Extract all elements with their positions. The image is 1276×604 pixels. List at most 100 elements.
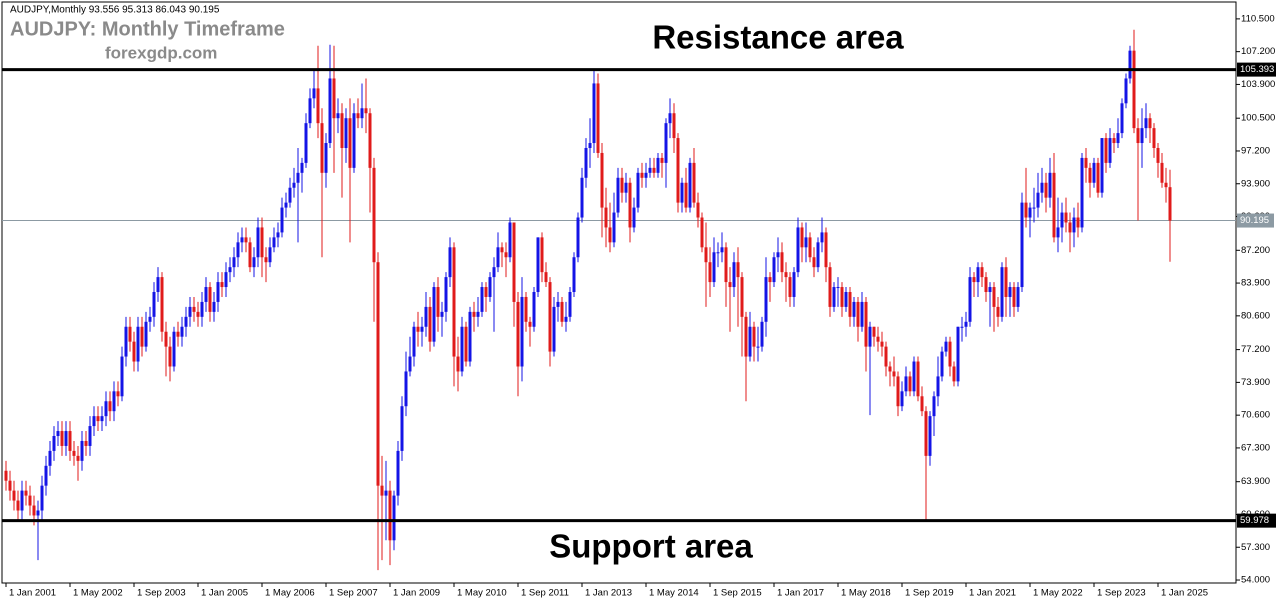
candle-body [120,356,124,397]
candle-body [888,366,892,372]
candle-body [952,366,956,382]
x-tick-label: 1 May 2002 [73,588,123,599]
candle-body [444,277,448,312]
y-tick-label: 54.000 [1241,575,1270,586]
chart-subtitle: forexgdp.com [105,43,217,62]
y-tick-label: 97.200 [1241,145,1270,156]
candle-body [768,277,772,283]
candle-body [712,252,716,283]
header: AUDJPY,Monthly 93.556 95.313 86.043 90.1… [10,5,220,16]
candle-body [240,237,244,243]
candles [2,29,1236,571]
candle-body [696,202,700,218]
candle-body [20,490,24,511]
candle-body [156,277,160,293]
candle-body [1072,217,1076,233]
candle-body [788,277,792,297]
candle-body [68,431,72,451]
x-tick-label: 1 Sep 2011 [521,588,569,599]
candle-body [1056,227,1060,238]
candle-body [1144,118,1148,129]
candle-body [368,113,372,168]
candle-body [1100,138,1104,193]
candle-body [456,356,460,372]
last-price-box [1237,213,1274,228]
candle-body [1064,212,1068,223]
candle-body [336,113,340,119]
candle-body [1080,157,1084,228]
candle-body [704,247,708,263]
candle-body [1012,287,1016,307]
candle-body [844,292,848,307]
candle-body [580,177,584,218]
candle-body [164,331,168,347]
candle-body [1152,128,1156,148]
candle-body [1136,128,1140,144]
candle-body [1164,182,1168,188]
candle-body [356,113,360,119]
candle-body [56,431,60,437]
candle-body [248,242,252,268]
candle-body [676,138,680,203]
candle-body [872,326,876,337]
candle-body [740,277,744,317]
candle-body [688,162,692,208]
candle-body [404,371,408,407]
candle-body [592,83,596,144]
candle-body [256,227,260,258]
candle-body [488,277,492,297]
y-tick-label: 107.200 [1241,46,1275,57]
candle-body [492,267,496,278]
candle-body [912,361,916,392]
candle-body [196,311,200,317]
candle-body [1128,50,1132,79]
candle-body [668,113,672,124]
candle-body [104,401,108,417]
candle-body [1076,217,1080,228]
candle-body [936,376,940,397]
candle-body [400,406,404,451]
candle-body [728,282,732,288]
candle-body [152,292,156,317]
candle-body [252,257,256,268]
candle-body [420,326,424,332]
candle-body [972,277,976,283]
candle-body [1068,222,1072,233]
candle-body [328,78,332,144]
candle-body [280,207,284,233]
candle-body [808,237,812,258]
candle-body [384,490,388,496]
x-tick-label: 1 Sep 2003 [137,588,186,599]
candle-body [132,341,136,362]
candle-body [540,237,544,273]
candle-body [684,182,688,208]
candle-body [236,242,240,258]
candle-body [908,376,912,392]
candle-body [716,252,720,254]
x-tick-label: 1 Jan 2009 [393,588,440,599]
candle-body [692,162,696,203]
candle-body [928,416,932,456]
candle-body [96,416,100,422]
candle-body [1148,118,1152,129]
level-label: 59.978 [1240,515,1269,526]
candle-body [324,143,328,173]
candle-body [536,237,540,293]
candle-body [976,267,980,283]
candle-body [8,480,12,491]
candle-body [208,287,212,312]
y-tick-label: 103.900 [1241,79,1275,90]
candle-body [940,351,944,377]
candle-body [220,282,224,288]
candle-body [108,401,112,412]
candle-body [868,326,872,347]
candle-body [340,113,344,148]
candle-body [224,272,228,288]
x-tick-label: 1 May 2010 [457,588,507,599]
candle-body [812,257,816,268]
candle-body [548,282,552,352]
axes: 110.500 107.200 103.900 100.500 97.200 93.900… [5,13,1276,599]
candle-body [820,232,824,243]
candle-body [1112,138,1116,144]
candle-body [28,495,32,506]
